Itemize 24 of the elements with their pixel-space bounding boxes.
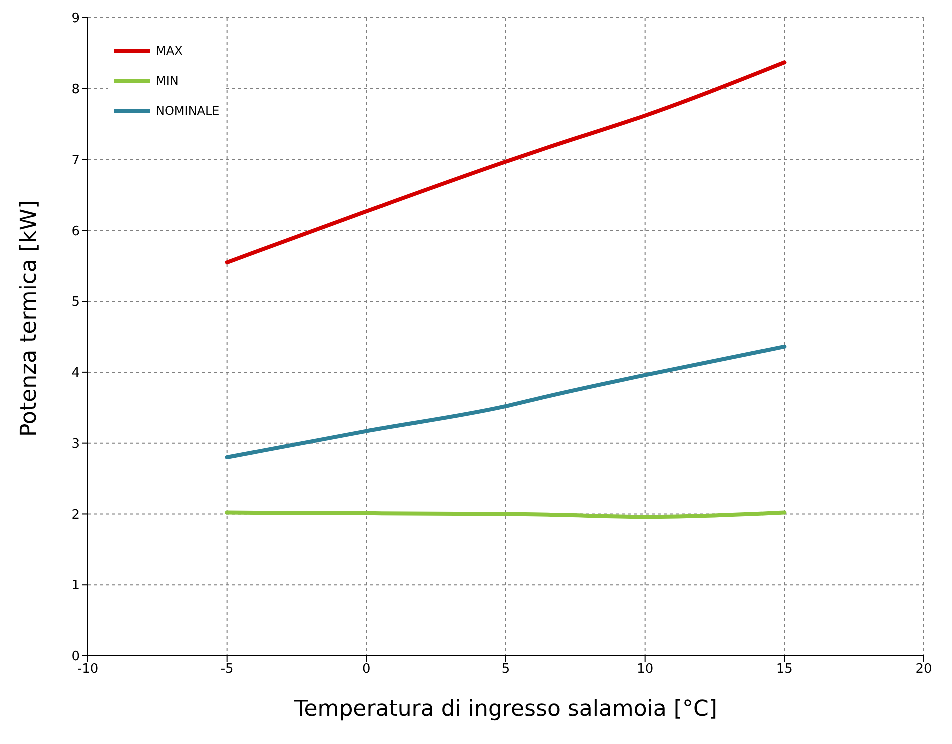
legend-label: NOMINALE (156, 104, 220, 118)
legend-label: MAX (156, 44, 183, 58)
x-axis-title: Temperatura di ingresso salamoia [°C] (294, 697, 718, 722)
y-tick-label: 1 (72, 578, 80, 594)
x-tick-label: 5 (502, 662, 510, 678)
y-tick-label: 2 (72, 508, 80, 523)
legend-label: MIN (156, 74, 179, 88)
y-axis-title: Potenza termica [kW] (16, 200, 42, 437)
y-tick-label: 9 (72, 12, 80, 27)
x-tick-label: 0 (362, 662, 371, 678)
y-tick-label: 6 (72, 224, 80, 240)
y-tick-label: 5 (72, 295, 80, 310)
x-tick-label: 15 (776, 662, 793, 678)
y-tick-label: 3 (72, 436, 80, 452)
y-tick-label: 7 (72, 153, 80, 168)
y-tick-label: 8 (72, 82, 80, 98)
line-series (225, 60, 787, 265)
y-tick-label: 0 (72, 650, 80, 665)
x-tick-label: -10 (77, 662, 99, 678)
y-tick-label: 4 (72, 366, 80, 382)
x-tick-label: 20 (916, 662, 932, 678)
x-tick-label: -5 (220, 662, 234, 678)
line-series (225, 344, 787, 460)
x-tick-label: 10 (637, 662, 654, 678)
